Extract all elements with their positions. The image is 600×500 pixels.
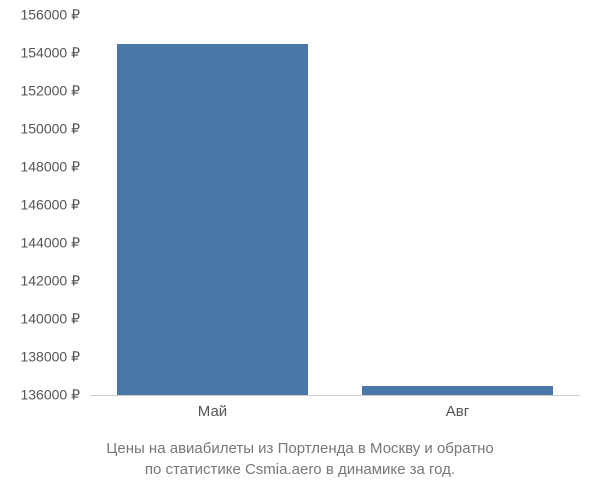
- y-tick-label: 152000 ₽: [20, 83, 80, 100]
- chart-baseline: [90, 395, 580, 396]
- caption-line-1: Цены на авиабилеты из Портленда в Москву…: [106, 440, 493, 457]
- y-tick-label: 142000 ₽: [20, 273, 80, 290]
- chart-bar: [362, 386, 553, 396]
- y-axis: 136000 ₽138000 ₽140000 ₽142000 ₽144000 ₽…: [0, 15, 85, 395]
- x-axis: Май Авг: [90, 398, 580, 428]
- x-tick-label: Май: [198, 403, 227, 420]
- y-tick-label: 146000 ₽: [20, 197, 80, 214]
- chart-container: 136000 ₽ 138000 ₽ 140000 ₽ 142000 ₽ 144000 ₽…: [0, 0, 600, 500]
- x-tick-label: Авг: [446, 403, 469, 420]
- y-tick-label: 140000 ₽: [20, 311, 80, 328]
- y-tick-label: 138000 ₽: [20, 349, 80, 366]
- y-tick-label: 156000 ₽: [20, 7, 80, 24]
- y-tick-label: 148000 ₽: [20, 159, 80, 176]
- chart-caption: Цены на авиабилеты из Портленда в Москву…: [0, 438, 600, 480]
- y-tick-label: 154000 ₽: [20, 45, 80, 62]
- plot-area: [90, 15, 580, 395]
- y-tick-label: 150000 ₽: [20, 121, 80, 138]
- chart-bar: [117, 44, 308, 396]
- caption-line-2: по статистике Csmia.aero в динамике за г…: [145, 461, 455, 478]
- y-tick-label: 144000 ₽: [20, 235, 80, 252]
- y-tick-label: 136000 ₽: [20, 387, 80, 404]
